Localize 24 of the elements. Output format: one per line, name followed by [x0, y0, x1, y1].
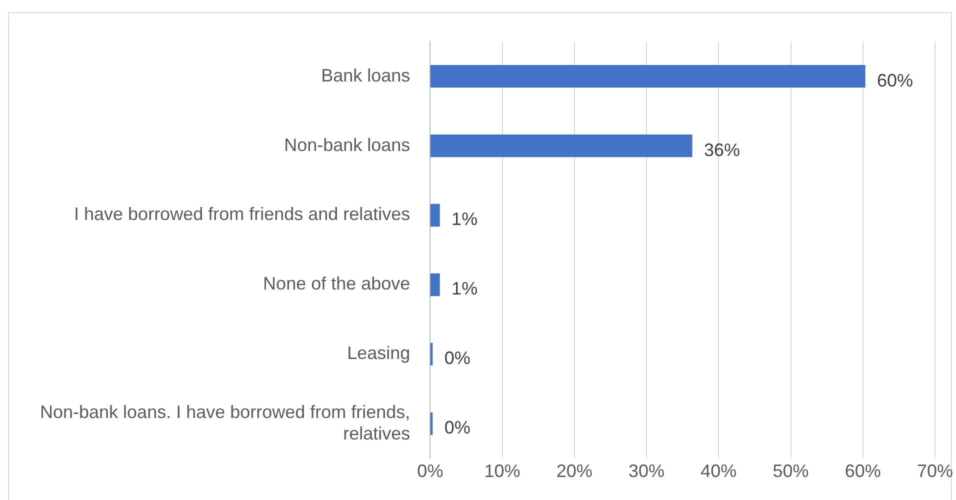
y-tick-label: Bank loans — [321, 65, 410, 86]
data-label: 36% — [704, 140, 740, 160]
x-tick-label: 70% — [916, 461, 953, 482]
data-label: 60% — [877, 70, 914, 90]
bar — [430, 134, 692, 158]
y-tick-label: I have borrowed from friends and relatives — [74, 204, 410, 224]
x-tick-label: 60% — [844, 461, 881, 482]
data-label: 0% — [444, 418, 470, 438]
bar — [430, 65, 866, 88]
x-tick-label: 20% — [556, 461, 592, 482]
x-tick-label: 40% — [700, 461, 737, 482]
data-label: 1% — [452, 209, 478, 230]
x-tick-label: 50% — [772, 461, 809, 482]
x-tick-label: 10% — [484, 461, 520, 482]
data-label: 1% — [452, 278, 478, 299]
x-tick-label: 30% — [628, 461, 665, 482]
bar — [430, 204, 440, 227]
y-tick-label: Leasing — [347, 343, 410, 364]
bar — [430, 273, 440, 296]
x-tick-label: 0% — [417, 461, 444, 482]
y-tick-label: Non-bank loans — [284, 134, 410, 155]
y-tick-label: None of the above — [263, 274, 410, 294]
data-label: 0% — [444, 348, 470, 368]
y-tick-label: Non-bank loans. I have borrowed from friends, relatives — [40, 402, 410, 444]
